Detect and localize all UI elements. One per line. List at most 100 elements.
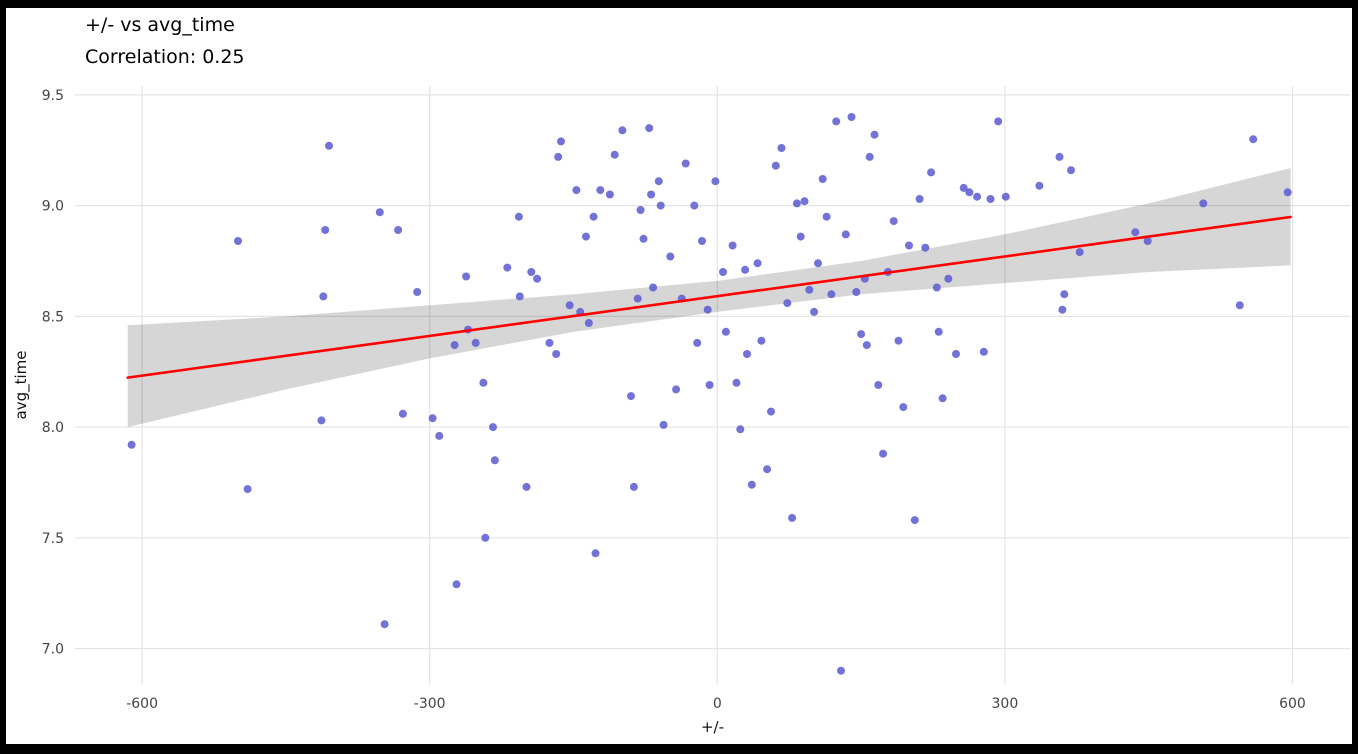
data-point — [927, 168, 936, 177]
data-point — [557, 137, 565, 146]
data-point — [952, 350, 960, 358]
data-point — [325, 141, 333, 150]
data-point — [934, 327, 943, 336]
data-point — [938, 394, 947, 403]
data-point — [489, 423, 497, 432]
data-point — [915, 195, 924, 203]
data-point — [589, 212, 598, 221]
data-point — [666, 252, 675, 261]
data-point — [515, 292, 524, 301]
data-point — [874, 381, 883, 389]
data-point — [629, 482, 638, 491]
data-point — [645, 124, 654, 133]
data-point — [1131, 228, 1140, 237]
x-tick-label: 0 — [713, 696, 722, 712]
data-point — [847, 113, 856, 121]
data-point — [591, 549, 600, 558]
data-point — [450, 341, 459, 350]
data-point — [705, 381, 714, 389]
data-point — [719, 268, 727, 276]
data-point — [681, 159, 690, 168]
x-tick-label: -600 — [126, 696, 158, 712]
data-point — [596, 186, 605, 195]
data-point — [703, 305, 712, 314]
data-point — [428, 414, 437, 423]
data-point — [605, 190, 614, 199]
y-tick-label: 9.0 — [42, 199, 64, 215]
plot-panel — [6, 8, 1352, 744]
data-point — [743, 350, 751, 358]
data-point — [711, 177, 720, 186]
data-point — [870, 130, 879, 139]
data-point — [763, 465, 772, 474]
y-axis-label: avg_time — [12, 350, 30, 420]
data-point — [1058, 305, 1067, 314]
y-tick-label: 7.5 — [42, 531, 64, 547]
data-point — [862, 341, 871, 350]
data-point — [1143, 237, 1152, 245]
data-point — [905, 241, 913, 250]
data-point — [852, 288, 861, 296]
x-tick-label: 300 — [992, 696, 1019, 712]
data-point — [452, 580, 461, 589]
data-point — [627, 392, 635, 401]
data-point — [986, 195, 995, 203]
data-point — [552, 350, 561, 358]
data-point — [728, 241, 737, 250]
data-point — [554, 152, 563, 161]
data-point — [503, 263, 512, 272]
data-point — [1060, 290, 1069, 299]
data-point — [800, 197, 809, 206]
data-point — [490, 456, 499, 465]
y-tick-label: 8.0 — [42, 420, 64, 436]
data-point — [879, 449, 888, 458]
data-point — [618, 126, 627, 135]
data-point — [822, 212, 831, 221]
data-point — [805, 285, 814, 294]
data-point — [698, 237, 706, 245]
data-point — [565, 301, 574, 310]
data-point — [783, 299, 792, 308]
data-point — [777, 144, 786, 152]
data-point — [979, 347, 988, 356]
chart-title: +/- vs avg_time — [85, 14, 235, 36]
data-point — [234, 237, 242, 245]
data-point — [633, 294, 642, 303]
data-point — [741, 265, 750, 274]
data-point — [788, 513, 797, 522]
data-point — [837, 666, 845, 675]
data-point — [865, 152, 874, 161]
data-point — [654, 177, 663, 186]
data-point — [736, 425, 745, 434]
data-point — [767, 407, 775, 416]
y-tick-label: 8.5 — [42, 309, 64, 325]
data-point — [647, 190, 656, 199]
data-point — [435, 431, 444, 440]
data-point — [796, 232, 805, 241]
data-point — [545, 338, 554, 347]
x-axis-label: +/- — [700, 718, 725, 736]
data-point — [721, 327, 730, 336]
data-point — [965, 188, 974, 197]
data-point — [1199, 199, 1208, 208]
data-point — [479, 378, 488, 387]
data-point — [889, 217, 898, 226]
y-tick-label: 9.5 — [42, 88, 64, 104]
data-point — [732, 378, 741, 387]
data-point — [910, 516, 919, 525]
data-point — [693, 338, 702, 347]
data-point — [771, 161, 780, 170]
chart-subtitle: Correlation: 0.25 — [85, 46, 245, 68]
data-point — [944, 274, 953, 283]
data-point — [747, 480, 756, 489]
data-point — [319, 292, 328, 301]
data-point — [317, 416, 326, 425]
data-point — [959, 183, 968, 192]
data-point — [522, 482, 531, 491]
data-point — [1001, 192, 1010, 201]
data-point — [584, 319, 593, 327]
data-point — [894, 336, 903, 345]
x-tick-label: 600 — [1279, 696, 1306, 712]
data-point — [527, 268, 536, 276]
